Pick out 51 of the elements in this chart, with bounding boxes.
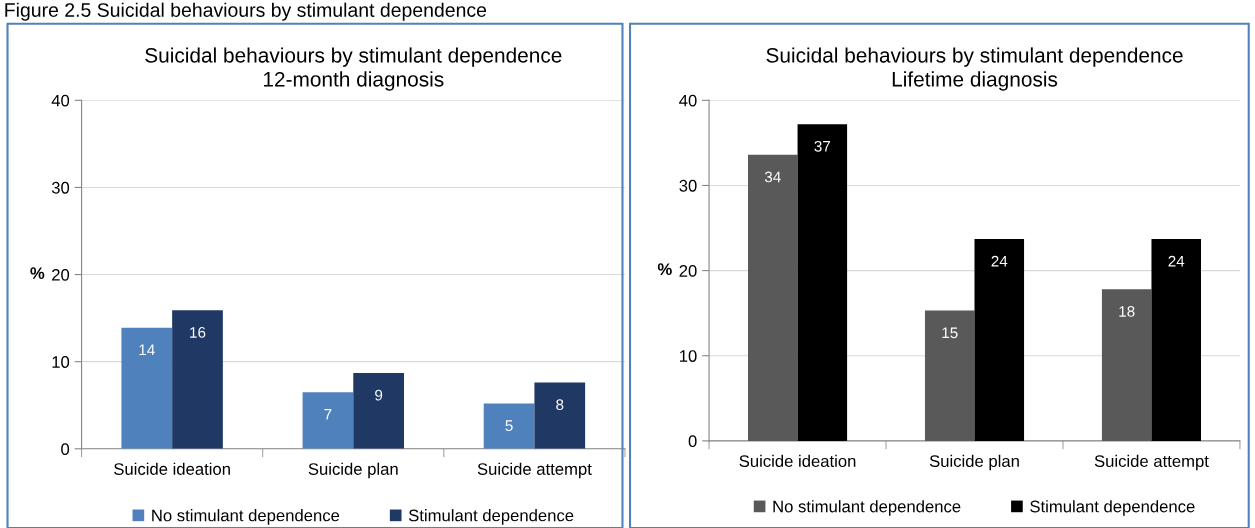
legend-label: Stimulant dependence [408,509,574,525]
y-tick-label: 30 [51,181,70,194]
x-tick-label: Suicide ideation [114,462,230,475]
data-label: 16 [190,327,206,338]
bar [534,382,586,449]
bar [748,154,798,441]
y-tick-label: 10 [680,350,697,362]
x-tick-label: Suicide attempt [1094,454,1209,471]
x-tick-label: Suicide plan [308,462,398,479]
legend-label: No stimulant dependence [773,500,961,516]
data-label: 7 [324,409,332,420]
x-tick-label: Suicide plan [929,454,1019,471]
bar [121,327,173,449]
chart-subtitle: 12-month diagnosis [263,71,444,91]
data-label: 5 [505,420,513,432]
y-tick-label: 20 [679,265,697,277]
data-label: 15 [942,327,958,339]
x-tick-label: Suicide attempt [477,462,592,479]
chart-title: Suicidal behaviours by stimulant dependence [145,47,562,67]
data-label: 24 [1168,255,1185,267]
y-axis-title: % [30,267,45,279]
y-tick-label: 20 [52,268,70,281]
bar [1151,239,1202,441]
data-label: 24 [991,255,1008,267]
y-axis-title: % [657,263,672,276]
data-label: 14 [139,344,155,356]
data-label: 9 [375,389,383,401]
data-label: 37 [814,140,831,152]
chart-title: Suicidal behaviours by stimulant dependence [766,47,1183,67]
bar [353,373,404,449]
legend-label: Stimulant dependence [1030,500,1195,516]
y-tick-label: 0 [61,443,70,455]
y-tick-label: 40 [679,94,697,107]
y-tick-label: 10 [52,356,70,368]
legend-label: No stimulant dependence [152,509,340,525]
data-label: 18 [1119,306,1135,317]
x-tick-label: Suicide ideation [739,454,856,468]
data-label: 8 [556,399,564,411]
bar [974,239,1025,441]
bar [302,392,354,449]
bar [924,310,975,441]
caption: Figure 2.5 Suicidal behaviours by stimulant dependence [5,2,487,21]
bar [172,310,223,449]
y-tick-label: 40 [51,94,70,107]
y-tick-label: 30 [679,179,697,192]
bar [797,124,848,441]
bar [483,403,535,449]
bar [1101,289,1152,441]
data-label: 34 [764,171,781,183]
y-tick-label: 0 [688,435,697,448]
chart-subtitle: Lifetime diagnosis [892,71,1058,91]
